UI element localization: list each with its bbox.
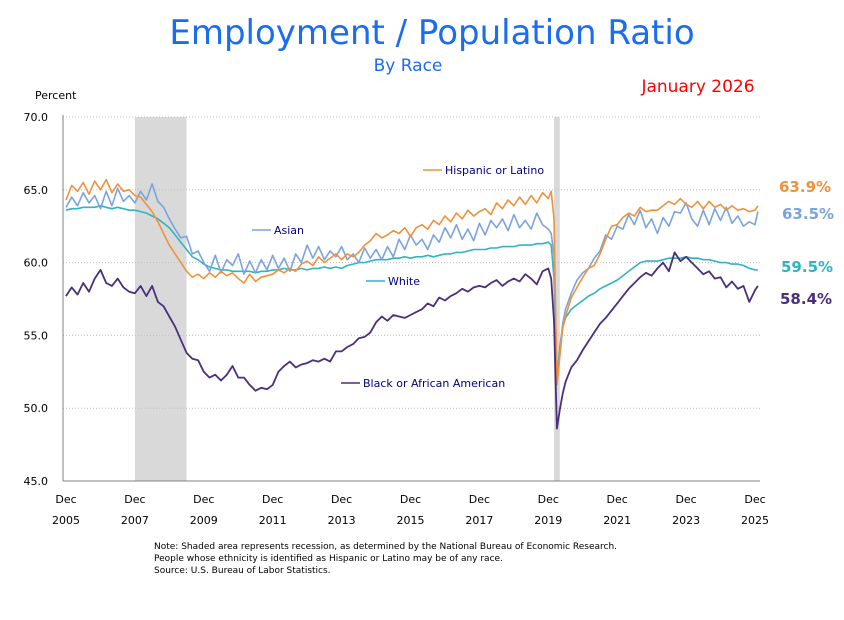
x-tick-year: 2019 [534,514,562,527]
hispanic-line [65,178,759,386]
black-line [65,251,759,430]
asian-line [65,183,759,377]
white-series-label: White [388,275,420,288]
hispanic-series-label: Hispanic or Latino [445,164,544,177]
asian-series-label: Asian [274,224,304,237]
x-tick-month: Dec [607,493,628,506]
end-value-labels: 63.9% 63.5% 59.5% 58.4% [779,178,834,308]
series-lines [65,178,759,430]
white-line [65,205,758,380]
white-end-value: 59.5% [781,258,833,276]
x-tick-year: 2021 [603,514,631,527]
chart-dateline: January 2026 [640,77,754,97]
note-source: Source: U.S. Bureau of Labor Statistics. [154,566,331,576]
y-tick-labels: 45.0 50.0 55.0 60.0 65.0 70.0 [24,111,49,488]
x-tick-year: 2017 [465,514,493,527]
x-tick-month: Dec [400,493,421,506]
x-tick-month: Dec [469,493,490,506]
x-tick-month: Dec [675,493,696,506]
hispanic-end-value: 63.9% [779,178,831,196]
x-tick-year: 2013 [328,514,356,527]
y-tick-label: 55.0 [24,329,49,342]
series-labels: Hispanic or Latino Asian White Black or … [252,164,544,390]
recession-shading [134,117,560,481]
x-tick-month: Dec [262,493,283,506]
x-tick-year: 2025 [741,514,769,527]
x-tick-year: 2007 [121,514,149,527]
x-tick-year: 2015 [397,514,425,527]
black-series-label: Black or African American [363,377,505,390]
x-tick-year: 2009 [190,514,218,527]
x-tick-month: Dec [538,493,559,506]
note-recession: Note: Shaded area represents recession, … [154,542,618,552]
x-tick-labels: Dec 2005 Dec 2007 Dec 2009 Dec 2011 Dec 2013 Dec 20… [52,493,769,527]
chart-notes: Note: Shaded area represents recession, … [154,541,617,577]
grid-lines [63,116,760,409]
x-tick-year: 2011 [259,514,287,527]
y-tick-label: 45.0 [24,475,49,488]
y-tick-label: 60.0 [24,257,49,270]
y-tick-label: 65.0 [24,184,49,197]
y-tick-label: 50.0 [24,402,49,415]
x-tick-year: 2005 [52,514,80,527]
chart-title: Employment / Population Ratio [169,13,694,53]
y-tick-label: 70.0 [24,111,49,124]
recession-band-1 [554,117,560,481]
x-tick-year: 2023 [672,514,700,527]
asian-end-value: 63.5% [782,205,834,223]
x-tick-month: Dec [55,493,76,506]
chart-subtitle: By Race [374,56,443,76]
x-tick-month: Dec [331,493,352,506]
black-end-value: 58.4% [780,290,832,308]
x-tick-month: Dec [124,493,145,506]
axes [62,115,760,482]
x-tick-month: Dec [193,493,214,506]
recession-band-0 [134,117,187,481]
note-ethnicity: People whose ethnicity is identified as … [154,554,503,564]
x-tick-month: Dec [744,493,765,506]
y-axis-label: Percent [35,89,77,102]
